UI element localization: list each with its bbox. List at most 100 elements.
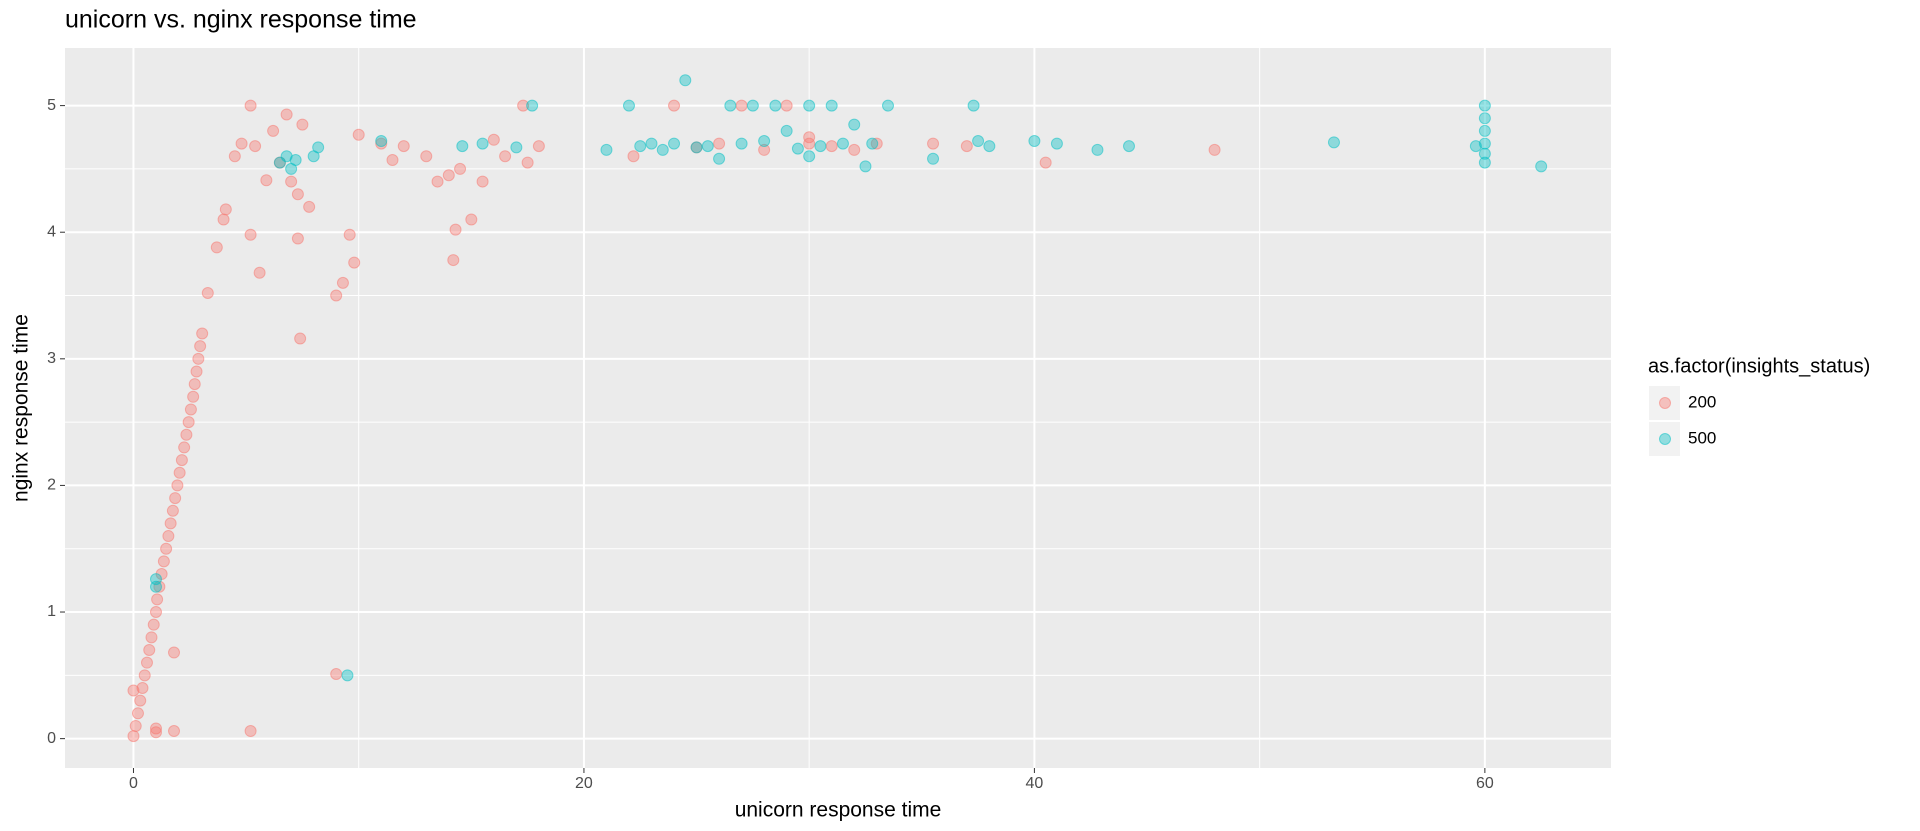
- point: [803, 150, 816, 163]
- point: [967, 99, 980, 112]
- point: [267, 124, 280, 137]
- point: [724, 99, 737, 112]
- point: [1478, 99, 1491, 112]
- point: [814, 140, 827, 153]
- point: [622, 99, 635, 112]
- point: [285, 175, 298, 188]
- point: [668, 99, 681, 112]
- y-tick-label: 3: [47, 350, 56, 367]
- point: [386, 154, 399, 167]
- point: [352, 128, 365, 141]
- point: [136, 681, 149, 694]
- point: [303, 200, 316, 213]
- x-axis-title: unicorn response time: [735, 799, 942, 822]
- point: [634, 140, 647, 153]
- point: [296, 118, 309, 131]
- point: [859, 160, 872, 173]
- point: [190, 365, 203, 378]
- point: [927, 152, 940, 165]
- point: [134, 694, 147, 707]
- point: [244, 99, 257, 112]
- point: [449, 223, 462, 236]
- plot-panel: [65, 48, 1611, 768]
- point: [138, 669, 151, 682]
- point: [713, 152, 726, 165]
- point: [487, 133, 500, 146]
- point: [769, 99, 782, 112]
- point: [175, 454, 188, 467]
- point: [294, 332, 307, 345]
- point: [735, 99, 748, 112]
- legend-key: [1649, 422, 1680, 456]
- point: [149, 722, 162, 735]
- point: [870, 137, 883, 150]
- point: [149, 573, 162, 586]
- point: [701, 140, 714, 153]
- legend-label: 500: [1688, 428, 1716, 447]
- point: [168, 646, 181, 659]
- point: [791, 142, 804, 155]
- point: [1478, 156, 1491, 169]
- point: [249, 140, 262, 153]
- point: [343, 228, 356, 241]
- point: [1208, 143, 1221, 156]
- point: [517, 99, 530, 112]
- point: [166, 504, 179, 517]
- point: [447, 254, 460, 267]
- point: [960, 140, 973, 153]
- point: [188, 378, 201, 391]
- point: [171, 479, 184, 492]
- point: [442, 169, 455, 182]
- point: [758, 143, 771, 156]
- point: [882, 99, 895, 112]
- point: [600, 143, 613, 156]
- x-tick-label: 60: [1476, 775, 1494, 792]
- point: [848, 118, 861, 131]
- point: [656, 143, 669, 156]
- point: [836, 137, 849, 150]
- point: [1327, 136, 1340, 149]
- point: [825, 99, 838, 112]
- point: [1091, 143, 1104, 156]
- point: [1028, 135, 1041, 148]
- point: [532, 140, 545, 153]
- point: [825, 140, 838, 153]
- legend-key: [1649, 386, 1680, 420]
- point: [180, 428, 193, 441]
- point: [168, 725, 181, 738]
- point: [127, 684, 140, 697]
- point: [244, 228, 257, 241]
- point: [253, 266, 266, 279]
- point: [645, 137, 658, 150]
- point: [526, 99, 539, 112]
- point: [145, 631, 158, 644]
- point: [510, 141, 523, 154]
- point: [330, 668, 343, 681]
- legend-label: 200: [1688, 392, 1716, 411]
- y-tick-label: 2: [47, 477, 56, 494]
- point: [758, 135, 771, 148]
- point: [184, 403, 197, 416]
- point: [679, 74, 692, 87]
- point: [235, 137, 248, 150]
- point: [291, 188, 304, 201]
- point: [746, 99, 759, 112]
- point: [1039, 156, 1052, 169]
- point: [217, 213, 230, 226]
- point: [201, 286, 214, 299]
- point: [476, 175, 489, 188]
- point: [194, 340, 207, 353]
- point: [151, 593, 164, 606]
- point: [690, 141, 703, 154]
- y-tick-label: 5: [47, 97, 56, 114]
- point: [341, 669, 354, 682]
- point: [972, 135, 985, 148]
- legend-symbol: [1659, 397, 1671, 409]
- point: [375, 135, 388, 148]
- point: [280, 108, 293, 121]
- point: [927, 137, 940, 150]
- point: [131, 707, 144, 720]
- point: [983, 140, 996, 153]
